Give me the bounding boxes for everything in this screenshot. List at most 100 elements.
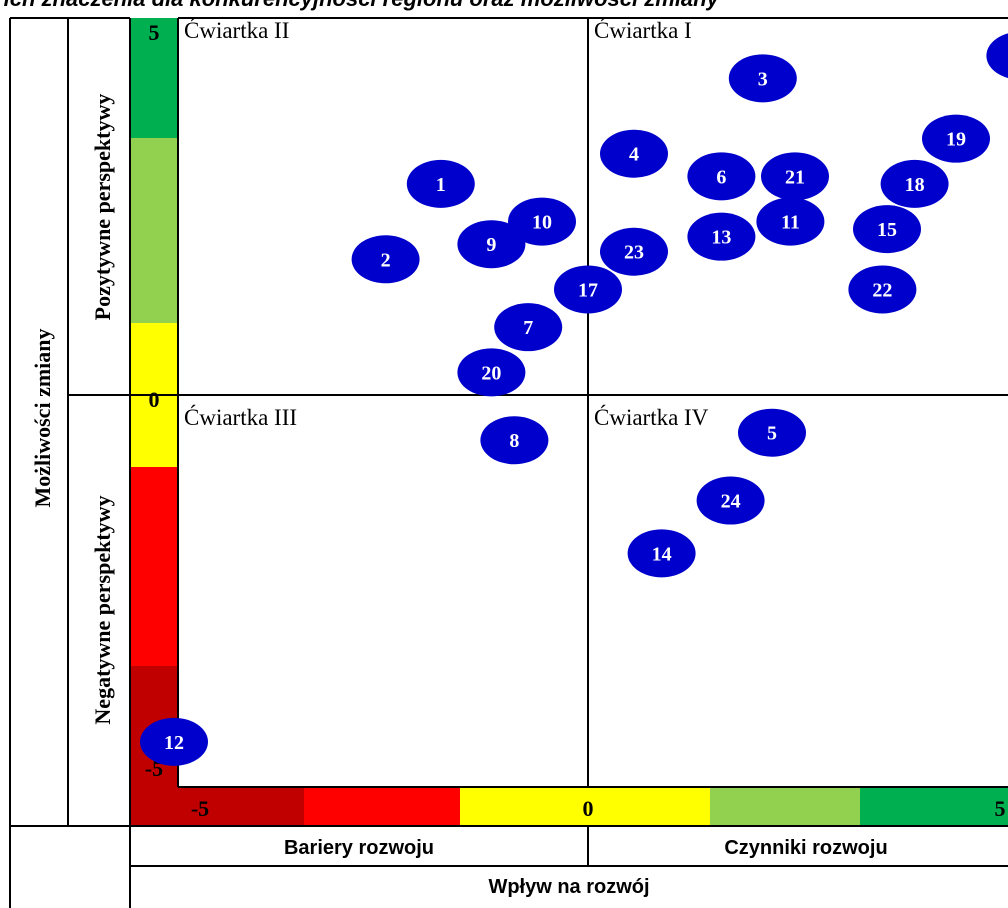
- data-point-marker: [508, 197, 576, 246]
- x-left-label: Bariery rozwoju: [284, 837, 434, 859]
- header-text: y, ich znaczenia dla konkurencyjności re…: [0, 0, 721, 11]
- data-point-marker: [853, 205, 921, 254]
- data-point: 16: [986, 33, 1008, 79]
- data-point-label: 10: [532, 212, 552, 234]
- quadrant-1-label: Ćwiartka I: [594, 17, 692, 43]
- data-point: 13: [687, 212, 756, 261]
- data-point-label: 5: [767, 423, 777, 445]
- data-point: 18: [880, 159, 949, 208]
- data-point-label: 1: [436, 174, 446, 196]
- quadrant-2-label: Ćwiartka II: [184, 17, 289, 43]
- data-point: 21: [761, 152, 829, 201]
- y-tick-label: 0: [149, 387, 160, 412]
- data-point-label: 14: [652, 543, 672, 565]
- x-right-label: Czynniki rozwoju: [724, 837, 887, 859]
- data-point: 9: [457, 220, 526, 269]
- x-scale-bar: [130, 787, 1008, 826]
- y-upper-label: Pozytywne perspektywy: [90, 94, 115, 321]
- data-point: 12: [140, 717, 208, 766]
- data-point: 22: [848, 265, 917, 314]
- data-point: 15: [853, 205, 921, 254]
- data-point-marker: [627, 529, 696, 578]
- data-point-label: 6: [716, 166, 726, 188]
- x-scale-segment: [460, 787, 710, 826]
- y-scale-bar: [130, 18, 178, 826]
- data-point: 2: [351, 235, 420, 284]
- data-point-marker: [600, 129, 668, 178]
- data-point: 24: [696, 476, 765, 525]
- data-point-label: 15: [877, 219, 897, 241]
- data-point-label: 11: [781, 212, 800, 234]
- x-tick-label: -5: [191, 796, 209, 821]
- data-point-label: 12: [164, 732, 184, 754]
- x-tick-label: 5: [995, 796, 1006, 821]
- data-point: 11: [756, 197, 825, 246]
- x-axis-title: Wpływ na rozwój: [488, 876, 649, 898]
- data-point-label: 13: [711, 227, 731, 249]
- data-point-label: 9: [486, 234, 496, 256]
- data-point-marker: [457, 348, 526, 397]
- y-lower-label: Negatywne perspektywy: [90, 495, 115, 724]
- data-point: 10: [508, 197, 576, 246]
- data-point-marker: [756, 197, 825, 246]
- data-point-label: 24: [721, 491, 741, 513]
- data-point: 20: [457, 348, 526, 397]
- data-point-marker: [738, 408, 806, 457]
- data-point-marker: [986, 33, 1008, 79]
- quadrant-3-label: Ćwiartka III: [184, 404, 297, 430]
- data-point: 23: [600, 227, 668, 276]
- data-point-label: 3: [758, 68, 768, 90]
- x-scale-segment: [860, 787, 1008, 826]
- x-scale-segment: [710, 787, 860, 826]
- data-point-label: 18: [905, 174, 925, 196]
- data-point-label: 19: [946, 129, 966, 151]
- data-point: 7: [494, 303, 563, 352]
- data-point: 6: [687, 152, 756, 201]
- data-point-label: 7: [523, 317, 533, 339]
- data-point-label: 17: [578, 279, 598, 301]
- data-point-marker: [480, 416, 549, 465]
- data-point-marker: [848, 265, 917, 314]
- data-point-label: 20: [481, 362, 501, 384]
- x-tick-label: 0: [583, 796, 594, 821]
- y-scale-segment: [130, 138, 178, 323]
- x-tick-labels: -5 0 5: [191, 796, 1006, 821]
- quadrant-4-label: Ćwiartka IV: [594, 404, 709, 430]
- data-point-marker: [406, 159, 475, 208]
- y-scale-segment: [130, 18, 178, 138]
- data-point-marker: [600, 227, 668, 276]
- data-point-marker: [761, 152, 829, 201]
- data-point-marker: [494, 303, 563, 352]
- data-point-label: 22: [872, 279, 892, 301]
- x-scale-segment: [130, 787, 304, 826]
- data-point-marker: [880, 159, 949, 208]
- data-point-label: 8: [509, 430, 519, 452]
- data-point-label: 4: [629, 144, 639, 166]
- data-point-marker: [554, 265, 622, 314]
- data-point: 17: [554, 265, 622, 314]
- data-point-label: 23: [624, 242, 644, 264]
- data-point-marker: [728, 54, 797, 103]
- data-point-marker: [351, 235, 420, 284]
- data-point-marker: [696, 476, 765, 525]
- data-point: 1: [406, 159, 475, 208]
- data-point: 5: [738, 408, 806, 457]
- y-axis-title: Możliwości zmiany: [30, 328, 55, 507]
- data-points: 123456789101112131415161718192021222324: [140, 33, 1008, 766]
- data-point: 19: [922, 114, 990, 163]
- y-scale-segment: [130, 467, 178, 666]
- data-point-marker: [140, 717, 208, 766]
- data-point-marker: [687, 212, 756, 261]
- data-point-marker: [922, 114, 990, 163]
- y-tick-label: 5: [149, 20, 160, 45]
- data-point-label: 2: [381, 249, 391, 271]
- data-point: 4: [600, 129, 668, 178]
- data-point: 8: [480, 416, 549, 465]
- data-point: 3: [728, 54, 797, 103]
- data-point-label: 21: [785, 166, 805, 188]
- data-point: 14: [627, 529, 696, 578]
- x-scale-segment: [304, 787, 460, 826]
- data-point-marker: [457, 220, 526, 269]
- data-point-marker: [687, 152, 756, 201]
